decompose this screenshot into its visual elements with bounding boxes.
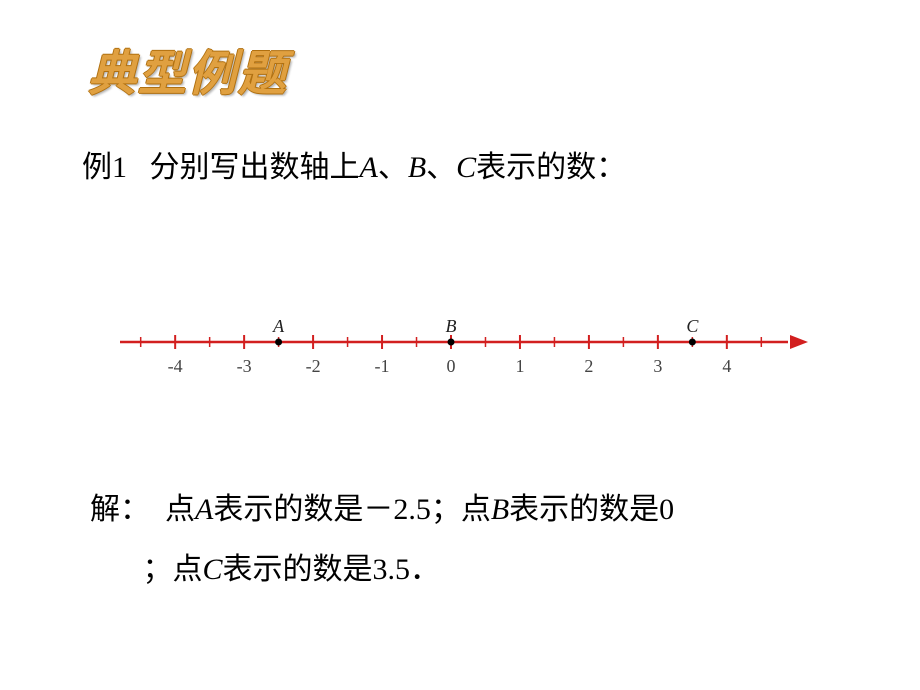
svg-text:0: 0 [447,356,456,376]
svg-text:-4: -4 [168,356,183,376]
var-c: C [456,151,476,184]
svg-text:-2: -2 [306,356,321,376]
slide: 典型例题 例1 分别写出数轴上A、B、C表示的数： -4-3-2-101234A… [0,0,920,690]
sol-seg2b: 表示的数是3.5． [223,553,441,586]
heading-typical-example: 典型例题 [88,34,288,104]
sol-var-b: B [491,493,509,526]
problem-statement: 例1 分别写出数轴上A、B、C表示的数： [82,142,626,186]
svg-text:-1: -1 [375,356,390,376]
sep2: 、 [426,151,456,184]
number-line-svg: -4 -3 -2 -1 0 1 2 3 4 A B C [110,300,810,390]
problem-text-after: 表示的数： [476,151,626,184]
sol-seg1c: 表示的数是0 [509,493,674,526]
number-line-figure: -4 -3 -2 -1 0 1 2 3 4 A B C [110,300,810,390]
svg-text:3: 3 [653,356,662,376]
sol-var-a: A [195,493,213,526]
sep1: 、 [378,151,408,184]
var-a: A [360,151,378,184]
svg-text:A: A [272,316,285,336]
sol-seg1b: 表示的数是－2.5；点 [213,493,491,526]
svg-text:2: 2 [584,356,593,376]
svg-text:C: C [686,316,699,336]
var-b: B [408,151,426,184]
svg-text:-3: -3 [237,356,252,376]
sol-seg2a: ；点 [143,553,203,586]
problem-label: 例1 [82,151,127,184]
svg-text:1: 1 [515,356,524,376]
solution-text: 解： 点A表示的数是－2.5；点B表示的数是0 ；点C表示的数是3.5． [90,480,850,600]
sol-var-c: C [203,553,223,586]
problem-text-before: 分别写出数轴上 [150,151,360,184]
sol-seg1a: 点 [165,493,195,526]
solution-label: 解： [90,493,150,526]
svg-text:4: 4 [722,356,731,376]
svg-text:B: B [446,316,457,336]
